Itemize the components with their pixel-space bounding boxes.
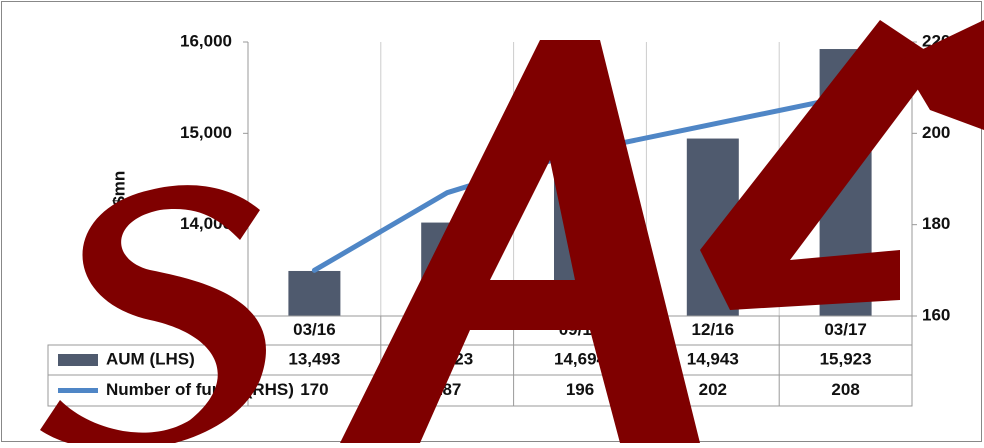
bar xyxy=(288,270,341,316)
y2-tick-label: 160 xyxy=(922,305,950,324)
legend-swatch xyxy=(58,354,98,366)
watermark xyxy=(40,20,984,448)
table-value: 170 xyxy=(300,380,328,399)
y2-tick-label: 180 xyxy=(922,214,950,233)
legend-label: Number of funds (RHS) xyxy=(106,380,294,399)
legend-label: AUM (LHS) xyxy=(106,349,195,368)
x-tick-label: 03/16 xyxy=(293,320,336,339)
table-value: 14,943 xyxy=(687,349,739,368)
table-value: 14,694 xyxy=(554,349,607,368)
table-value: 208 xyxy=(831,380,859,399)
table-value: 15,923 xyxy=(820,349,872,368)
table-value: 196 xyxy=(566,380,594,399)
x-tick-label: 03/17 xyxy=(824,320,867,339)
y2-tick-label: 200 xyxy=(922,123,950,142)
table-value: 202 xyxy=(699,380,727,399)
y-tick-label: 15,000 xyxy=(180,123,232,142)
table-value: 13,493 xyxy=(288,349,340,368)
y-tick-label: 16,000 xyxy=(180,31,232,50)
x-tick-label: 12/16 xyxy=(692,320,735,339)
